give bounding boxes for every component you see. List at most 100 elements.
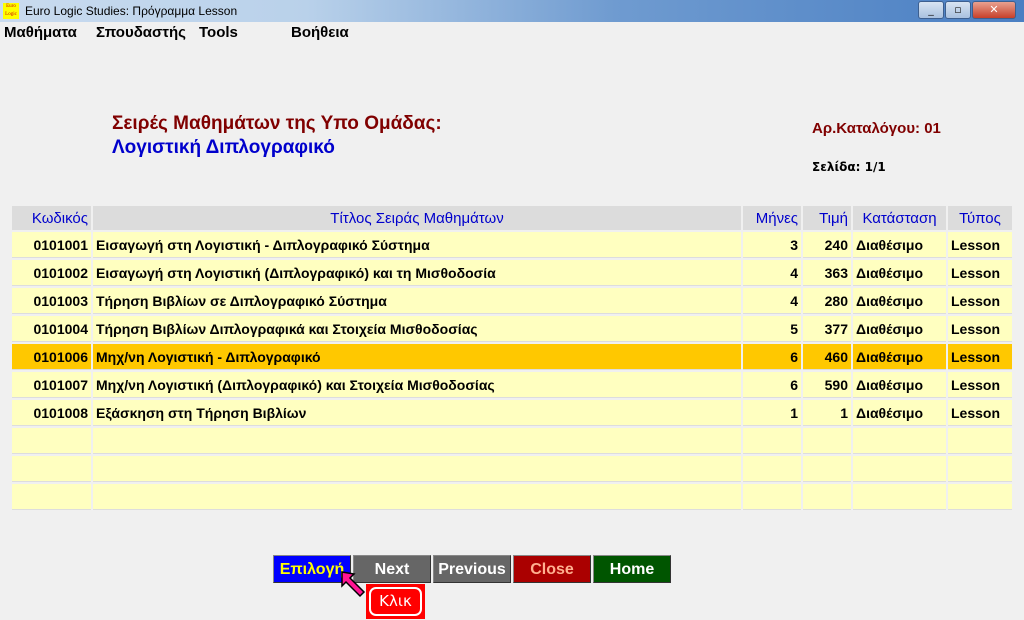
table-cell: 0101008 <box>12 400 91 426</box>
table-cell: Μηχ/νη Λογιστική - Διπλογραφικό <box>93 344 741 370</box>
table-row[interactable]: 0101008 Εξάσκηση στη Τήρηση Βιβλίων 1 1 Διαθ… <box>12 400 1012 426</box>
table-cell <box>853 456 946 482</box>
pointer-arrow-icon <box>341 571 366 598</box>
table-cell: 0101003 <box>12 288 91 314</box>
menu-mathimata[interactable]: Μαθήματα <box>4 24 77 41</box>
table-cell <box>93 428 741 454</box>
table-row[interactable]: 0101001 Εισαγωγή στη Λογιστική - Διπλογρα… <box>12 232 1012 258</box>
page-title: Σειρές Μαθημάτων της Υπο Ομάδας: <box>112 113 442 134</box>
table-cell: Διαθέσιμο <box>853 372 946 398</box>
table-cell: Lesson <box>948 344 1012 370</box>
table-cell <box>803 484 851 510</box>
maximize-button[interactable]: ▫ <box>945 1 971 19</box>
table-cell <box>743 428 801 454</box>
next-button[interactable]: Next <box>353 555 431 583</box>
table-row[interactable]: 0101003 Τήρηση Βιβλίων σε Διπλογραφικό Σύ… <box>12 288 1012 314</box>
close-window-button[interactable]: ✕ <box>972 1 1016 19</box>
table-cell: Εξάσκηση στη Τήρηση Βιβλίων <box>93 400 741 426</box>
column-header[interactable]: Κατάσταση <box>853 206 946 230</box>
table-cell: 0101004 <box>12 316 91 342</box>
table-cell: Διαθέσιμο <box>853 344 946 370</box>
page-subtitle: Λογιστική Διπλογραφικό <box>112 137 335 158</box>
table-cell <box>743 484 801 510</box>
table-cell: Τήρηση Βιβλίων Διπλογραφικά και Στοιχεία… <box>93 316 741 342</box>
table-cell: Εισαγωγή στη Λογιστική - Διπλογραφικό Σύ… <box>93 232 741 258</box>
table-cell: Διαθέσιμο <box>853 316 946 342</box>
catalog-number: Αρ.Καταλόγου: 01 <box>812 120 941 137</box>
table-cell: 0101002 <box>12 260 91 286</box>
title-bar: Euro Logic Euro Logic Studies: Πρόγραμμα … <box>0 0 1024 22</box>
table-cell: Διαθέσιμο <box>853 400 946 426</box>
table-cell: 3 <box>743 232 801 258</box>
menu-tools[interactable]: Tools <box>199 24 238 41</box>
window-title: Euro Logic Studies: Πρόγραμμα Lesson <box>25 4 238 18</box>
empty-row <box>12 456 1012 482</box>
column-header[interactable]: Τίτλος Σειράς Μαθημάτων <box>93 206 741 230</box>
table-cell: 6 <box>743 344 801 370</box>
table-cell: Lesson <box>948 400 1012 426</box>
table-cell <box>93 484 741 510</box>
table-cell <box>948 456 1012 482</box>
home-button[interactable]: Home <box>593 555 671 583</box>
table-cell <box>93 456 741 482</box>
table-cell: Lesson <box>948 260 1012 286</box>
empty-row <box>12 484 1012 510</box>
select-button[interactable]: Επιλογή <box>273 555 351 583</box>
table-row[interactable]: 0101002 Εισαγωγή στη Λογιστική (Διπλογραφ… <box>12 260 1012 286</box>
table-cell: Εισαγωγή στη Λογιστική (Διπλογραφικό) κα… <box>93 260 741 286</box>
column-header[interactable]: Κωδικός <box>12 206 91 230</box>
table-cell: Διαθέσιμο <box>853 260 946 286</box>
table-cell: 1 <box>743 400 801 426</box>
table-cell: 280 <box>803 288 851 314</box>
table-cell: 4 <box>743 260 801 286</box>
table-cell <box>12 456 91 482</box>
table-cell <box>803 456 851 482</box>
table-cell: 590 <box>803 372 851 398</box>
page-indicator: Σελίδα: 1/1 <box>812 160 886 174</box>
close-button[interactable]: Close <box>513 555 591 583</box>
click-hint-label: Κλικ <box>369 587 422 616</box>
table-cell: Lesson <box>948 372 1012 398</box>
table-cell: 377 <box>803 316 851 342</box>
menu-help[interactable]: Βοήθεια <box>291 24 349 41</box>
table-cell: 1 <box>803 400 851 426</box>
app-logo: Euro Logic <box>3 3 19 19</box>
table-row[interactable]: 0101006 Μηχ/νη Λογιστική - Διπλογραφικό 6 4… <box>12 344 1012 370</box>
table-cell: 6 <box>743 372 801 398</box>
table-cell: 4 <box>743 288 801 314</box>
table-cell: Μηχ/νη Λογιστική (Διπλογραφικό) και Στοι… <box>93 372 741 398</box>
empty-row <box>12 428 1012 454</box>
table-cell: 0101001 <box>12 232 91 258</box>
table-cell: Lesson <box>948 232 1012 258</box>
table-cell: 0101006 <box>12 344 91 370</box>
table-cell: Τήρηση Βιβλίων σε Διπλογραφικό Σύστημα <box>93 288 741 314</box>
menu-spoudastis[interactable]: Σπουδαστής <box>96 24 186 41</box>
table-row[interactable]: 0101007 Μηχ/νη Λογιστική (Διπλογραφικό) κ… <box>12 372 1012 398</box>
table-cell: 363 <box>803 260 851 286</box>
table-cell <box>853 484 946 510</box>
table-cell: Lesson <box>948 316 1012 342</box>
previous-button[interactable]: Previous <box>433 555 511 583</box>
column-header[interactable]: Τιμή <box>803 206 851 230</box>
menu-bar: Μαθήματα Σπουδαστής Tools Βοήθεια <box>0 22 1024 42</box>
course-table: Κωδικός Τίτλος Σειράς Μαθημάτων Μήνες Τιμή Κ… <box>10 204 1014 512</box>
table-cell: Διαθέσιμο <box>853 232 946 258</box>
table-cell <box>12 428 91 454</box>
table-cell: Lesson <box>948 288 1012 314</box>
table-cell <box>803 428 851 454</box>
table-cell <box>743 456 801 482</box>
column-header[interactable]: Τύπος <box>948 206 1012 230</box>
table-cell: Διαθέσιμο <box>853 288 946 314</box>
table-cell: 240 <box>803 232 851 258</box>
minimize-button[interactable]: _ <box>918 1 944 19</box>
table-cell <box>12 484 91 510</box>
column-header[interactable]: Μήνες <box>743 206 801 230</box>
table-cell <box>948 484 1012 510</box>
table-cell: 460 <box>803 344 851 370</box>
click-hint: Κλικ <box>366 584 425 619</box>
table-cell: 0101007 <box>12 372 91 398</box>
table-cell: 5 <box>743 316 801 342</box>
table-row[interactable]: 0101004 Τήρηση Βιβλίων Διπλογραφικά και Σ… <box>12 316 1012 342</box>
table-cell <box>853 428 946 454</box>
table-cell <box>948 428 1012 454</box>
